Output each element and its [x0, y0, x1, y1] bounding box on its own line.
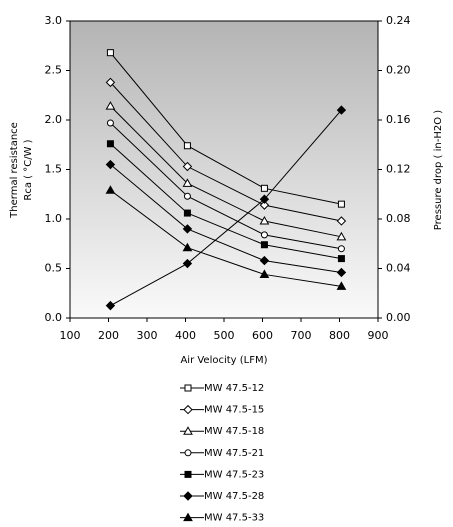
marker — [182, 242, 193, 252]
legend-label: MW 47.5-12 — [204, 383, 264, 394]
legend-label: MW 47.5-28 — [204, 491, 264, 502]
marker — [105, 159, 116, 170]
y-tick-label: 1.5 — [45, 163, 63, 176]
y2-tick-label: 0.08 — [386, 212, 411, 225]
marker — [106, 49, 114, 57]
marker — [183, 404, 193, 415]
marker — [105, 185, 116, 194]
y-tick-label: 2.5 — [45, 64, 63, 77]
marker — [183, 209, 191, 217]
y-tick-label: 1.0 — [45, 212, 63, 225]
marker — [105, 300, 116, 311]
marker — [106, 140, 114, 148]
marker — [184, 449, 192, 457]
x-tick-label: 300 — [137, 329, 158, 342]
marker — [183, 142, 191, 150]
y-tick-label: 0.5 — [45, 262, 63, 275]
x-tick-label: 600 — [252, 329, 273, 342]
marker — [259, 194, 270, 204]
marker — [259, 200, 270, 210]
legend-label: MW 47.5-33 — [204, 513, 264, 524]
y-tick-label: 0.0 — [45, 311, 63, 324]
x-tick-label: 100 — [60, 329, 81, 342]
y2-tick-label: 0.12 — [386, 163, 411, 176]
legend-label: MW 47.5-15 — [204, 405, 264, 416]
marker — [336, 105, 347, 115]
legend-item: MW 47.5-33 — [180, 512, 264, 524]
marker — [336, 216, 347, 226]
marker — [259, 269, 270, 278]
y2-tick-label: 0.16 — [386, 113, 411, 126]
x-tick-label: 200 — [98, 329, 119, 342]
series-line — [110, 52, 342, 205]
y2-axis-label: Pressure drop ( in-H2O ) — [433, 110, 444, 230]
marker — [184, 470, 192, 478]
legend-item: MW 47.5-21 — [180, 448, 264, 459]
y-axis-label: Rca ( °C/W ) — [23, 139, 34, 200]
y-tick-label: 3.0 — [45, 14, 63, 27]
series-line — [110, 105, 342, 238]
legend-label: MW 47.5-21 — [204, 448, 264, 459]
marker — [182, 258, 193, 269]
y-tick-label: 2.0 — [45, 113, 63, 126]
marker — [337, 245, 345, 253]
marker — [337, 255, 345, 263]
marker — [182, 161, 193, 172]
legend-item: MW 47.5-15 — [180, 405, 264, 416]
y2-tick-label: 0.24 — [386, 14, 411, 27]
marker — [183, 491, 193, 501]
y2-tick-label: 0.04 — [386, 262, 411, 275]
x-tick-label: 900 — [368, 329, 389, 342]
series-line — [110, 164, 342, 273]
marker — [183, 192, 191, 200]
x-tick-label: 800 — [329, 329, 350, 342]
legend-item: MW 47.5-28 — [180, 491, 264, 502]
series-line — [110, 122, 342, 250]
series-line — [110, 109, 342, 307]
marker — [336, 281, 347, 290]
marker — [260, 241, 268, 249]
series-line — [110, 189, 342, 287]
series-line — [110, 82, 342, 222]
marker — [184, 384, 192, 392]
marker — [183, 426, 193, 435]
marker — [105, 77, 116, 88]
marker — [182, 224, 193, 234]
y2-tick-label: 0.20 — [386, 64, 411, 77]
marker — [260, 231, 268, 239]
plot-area — [69, 20, 379, 319]
series-line — [110, 143, 342, 260]
y-axis-label: Thermal resistance — [9, 122, 20, 219]
x-tick-label: 500 — [214, 329, 235, 342]
marker — [260, 184, 268, 192]
marker — [182, 178, 193, 187]
marker — [183, 512, 193, 522]
x-tick-label: 400 — [175, 329, 196, 342]
legend-item: MW 47.5-12 — [180, 383, 264, 394]
x-axis-label: Air Velocity (LFM) — [180, 355, 267, 366]
marker — [336, 231, 347, 241]
legend-label: MW 47.5-18 — [204, 426, 264, 437]
marker — [259, 215, 270, 225]
legend-item: MW 47.5-18 — [180, 426, 264, 437]
marker — [259, 255, 270, 266]
y2-tick-label: 0.00 — [386, 311, 411, 324]
marker — [337, 200, 345, 208]
x-tick-label: 700 — [291, 329, 312, 342]
legend-item: MW 47.5-23 — [180, 469, 264, 480]
marker — [105, 101, 116, 110]
marker — [336, 267, 347, 278]
legend-label: MW 47.5-23 — [204, 469, 264, 480]
marker — [106, 119, 114, 127]
